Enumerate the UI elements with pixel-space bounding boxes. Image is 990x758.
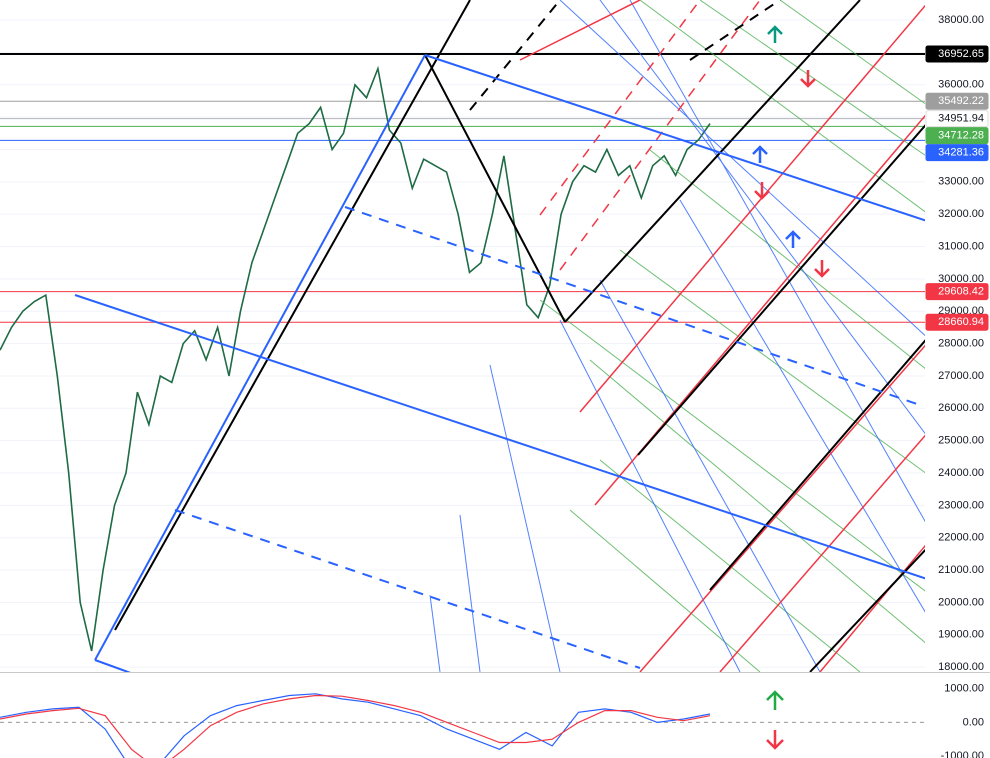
level-label-box: [925, 127, 989, 145]
level-label-box: [925, 92, 989, 110]
y-tick-label: 25000.00: [938, 435, 984, 447]
plot-area: [0, 693, 925, 758]
level-label-box: [925, 313, 989, 331]
y-tick-label: -1000.00: [941, 750, 984, 758]
y-tick-label: 18000.00: [938, 661, 984, 673]
level-label: 28660.94: [938, 316, 984, 328]
y-tick-label: 38000.00: [938, 14, 984, 26]
level-label: 35492.22: [938, 95, 984, 107]
y-tick-label: 30000.00: [938, 273, 984, 285]
y-tick-label: 0.00: [963, 716, 984, 728]
y-tick-label: 32000.00: [938, 208, 984, 220]
level-label: 29608.42: [938, 285, 984, 297]
level-label: 36952.65: [938, 48, 984, 60]
signal-arrows: [752, 25, 830, 750]
y-tick-label: 31000.00: [938, 240, 984, 252]
y-tick-label: 36000.00: [938, 79, 984, 91]
level-label-box: [925, 144, 989, 162]
series-line: [0, 693, 711, 758]
plot-area: [0, 19, 925, 668]
level-label: 34712.28: [938, 130, 984, 142]
drawings: [74, 0, 925, 672]
y-tick-label: 19000.00: [938, 629, 984, 641]
y-tick-label: 21000.00: [938, 564, 984, 576]
y-tick-label: 28000.00: [938, 338, 984, 350]
series-line: [0, 65, 711, 652]
y-tick-label: 33000.00: [938, 176, 984, 188]
level-label-box: [925, 45, 989, 63]
y-tick-label: 22000.00: [938, 532, 984, 544]
level-label: 34951.94: [938, 113, 984, 125]
y-tick-label: 1000.00: [944, 683, 984, 695]
level-label-box: [925, 110, 989, 128]
y-tick-label: 24000.00: [938, 467, 984, 479]
y-tick-label: 26000.00: [938, 402, 984, 414]
level-label-box: [925, 283, 989, 301]
y-tick-label: 20000.00: [938, 596, 984, 608]
level-label: 34281.36: [938, 147, 984, 159]
y-tick-label: 27000.00: [938, 370, 984, 382]
series-line: [0, 694, 711, 758]
y-tick-label: 23000.00: [938, 499, 984, 511]
